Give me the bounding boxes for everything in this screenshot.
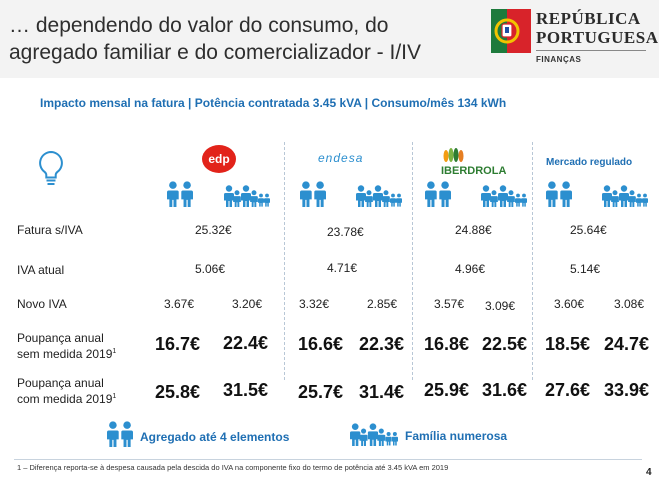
poupanca-com-edp-large: 31.5€ xyxy=(223,380,269,400)
column-separator xyxy=(284,142,285,380)
header-band xyxy=(0,0,659,78)
iva-iberdrola: 4.96€ xyxy=(455,262,486,276)
poupanca-com-edp-small: 25.8€ xyxy=(155,382,201,402)
novo-iva-mercado-large: 3.08€ xyxy=(614,297,645,311)
lightbulb-icon xyxy=(39,150,63,185)
row-label-novo-iva: Novo IVA xyxy=(17,297,67,311)
iva-endesa: 4.71€ xyxy=(327,261,358,275)
novo-iva-iberdrola-small: 3.57€ xyxy=(434,297,465,311)
poupanca-sem-endesa-small: 16.6€ xyxy=(298,334,344,354)
endesa-logo: endesa xyxy=(318,151,364,165)
logo-financas: FINANÇAS xyxy=(536,55,582,64)
iva-mercado: 5.14€ xyxy=(570,262,601,276)
poupanca-sem-endesa-large: 22.3€ xyxy=(359,334,405,354)
poupanca-com-mercado-large: 33.9€ xyxy=(604,380,650,400)
poupanca-sem-line1: Poupança anual xyxy=(17,331,104,345)
large-family-icon xyxy=(224,185,270,207)
fatura-mercado: 25.64€ xyxy=(570,223,607,237)
legend-small-family-icon xyxy=(107,420,133,448)
row-label-fatura: Fatura s/IVA xyxy=(17,223,83,237)
poupanca-com-iberdrola-large: 31.6€ xyxy=(482,380,528,400)
page-number: 4 xyxy=(646,467,652,478)
republica-emblem-icon xyxy=(491,9,531,53)
small-family-icon xyxy=(167,181,193,207)
large-family-icon xyxy=(481,185,527,207)
title-line-2: agregado familiar e do comercializador -… xyxy=(9,41,422,64)
iva-edp: 5.06€ xyxy=(195,262,226,276)
footnote: 1 – Diferença reporta-se à despesa causa… xyxy=(17,463,449,472)
poupanca-com-mercado-small: 27.6€ xyxy=(545,380,591,400)
subtitle: Impacto mensal na fatura | Potência cont… xyxy=(40,96,507,110)
poupanca-sem-edp-small: 16.7€ xyxy=(155,334,201,354)
logo-portuguesa: PORTUGUESA xyxy=(536,28,659,47)
small-family-icon xyxy=(546,181,572,207)
poupanca-com-line1: Poupança anual xyxy=(17,376,104,390)
iberdrola-leaves-icon xyxy=(443,148,464,162)
poupanca-com-iberdrola-small: 25.9€ xyxy=(424,380,470,400)
iberdrola-logo: IBERDROLA xyxy=(441,165,507,177)
row-label-poupanca-sem: Poupança anual sem medida 20191 xyxy=(17,331,116,361)
novo-iva-endesa-small: 3.32€ xyxy=(299,297,330,311)
small-family-icon xyxy=(425,181,451,207)
poupanca-sem-mercado-small: 18.5€ xyxy=(545,334,591,354)
poupanca-sem-edp-large: 22.4€ xyxy=(223,333,269,353)
fatura-iberdrola: 24.88€ xyxy=(455,223,492,237)
novo-iva-endesa-large: 2.85€ xyxy=(367,297,398,311)
row-label-iva: IVA atual xyxy=(17,263,65,277)
column-separator xyxy=(412,142,413,380)
poupanca-com-endesa-small: 25.7€ xyxy=(298,382,344,402)
large-family-icon xyxy=(602,185,648,207)
fatura-endesa: 23.78€ xyxy=(327,225,364,239)
novo-iva-iberdrola-large: 3.09€ xyxy=(485,299,516,313)
mercado-regulado-label: Mercado regulado xyxy=(546,157,633,168)
large-family-icon xyxy=(356,185,402,207)
footnote-ref: 1 xyxy=(112,348,117,355)
footer-divider xyxy=(14,459,642,460)
row-label-poupanca-com: Poupança anual com medida 20191 xyxy=(17,376,116,406)
edp-logo-text: edp xyxy=(208,152,229,166)
poupanca-sem-iberdrola-large: 22.5€ xyxy=(482,334,528,354)
legend-small-family: Agregado até 4 elementos xyxy=(140,430,290,444)
footnote-ref: 1 xyxy=(112,393,117,400)
legend-large-family: Família numerosa xyxy=(405,429,508,443)
poupanca-com-endesa-large: 31.4€ xyxy=(359,382,405,402)
poupanca-com-line2: com medida 2019 xyxy=(17,392,113,406)
title-line-1: … dependendo do valor do consumo, do xyxy=(9,14,389,37)
page-title: … dependendo do valor do consumo, do agr… xyxy=(9,12,449,66)
poupanca-sem-mercado-large: 24.7€ xyxy=(604,334,650,354)
novo-iva-edp-large: 3.20€ xyxy=(232,297,263,311)
poupanca-sem-iberdrola-small: 16.8€ xyxy=(424,334,470,354)
column-separator xyxy=(532,142,533,380)
fatura-edp: 25.32€ xyxy=(195,223,232,237)
logo-republica: REPÚBLICA xyxy=(536,9,641,28)
edp-logo: edp xyxy=(202,145,236,173)
small-family-icon xyxy=(300,181,326,207)
legend-large-family-icon xyxy=(350,423,398,446)
logo-divider xyxy=(536,50,646,51)
novo-iva-mercado-small: 3.60€ xyxy=(554,297,585,311)
poupanca-sem-line2: sem medida 2019 xyxy=(17,347,113,361)
novo-iva-edp-small: 3.67€ xyxy=(164,297,195,311)
